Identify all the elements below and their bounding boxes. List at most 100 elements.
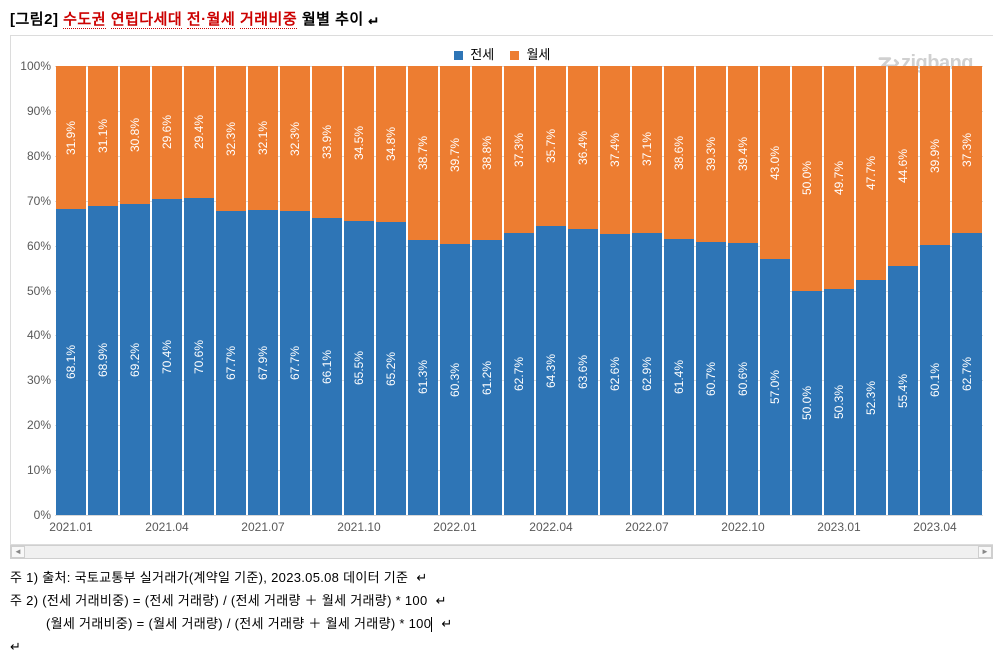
bar-segment-wolu: 37.3%: [504, 66, 534, 233]
bar-value-wolse: 39.4%: [736, 137, 750, 171]
bar-segment-jeonse: 69.2%: [120, 204, 150, 515]
bar-segment-wolu: 33.9%: [312, 66, 342, 218]
bar-value-jeonse: 67.7%: [224, 346, 238, 380]
bar-segment-wolu: 29.4%: [184, 66, 214, 198]
bar-segment-jeonse: 57.0%: [760, 259, 790, 515]
bar-value-wolse: 50.0%: [800, 161, 814, 195]
bar-segment-jeonse: 60.6%: [728, 243, 758, 515]
bar: 33.9% 66.1%: [311, 66, 343, 515]
bar-value-jeonse: 70.4%: [160, 340, 174, 374]
bar-value-jeonse: 70.6%: [192, 339, 206, 373]
x-tick-label: 2023.01: [817, 520, 860, 534]
bar-segment-jeonse: 65.2%: [376, 222, 406, 515]
legend-label-jeonse: 전세: [470, 47, 494, 62]
paragraph-mark-icon: ↵: [368, 12, 378, 29]
footnote-3: (월세 거래비중) = (월세 거래량) / (전세 거래량 ＋ 월세 거래량)…: [10, 613, 993, 636]
bar-value-jeonse: 60.1%: [928, 363, 942, 397]
gridline: [55, 515, 983, 516]
bar-value-wolse: 31.9%: [64, 121, 78, 155]
bar: 32.3% 67.7%: [279, 66, 311, 515]
horizontal-scrollbar[interactable]: ◄ ►: [10, 545, 993, 559]
scroll-right-button[interactable]: ►: [978, 546, 992, 558]
y-tick-label: 40%: [13, 328, 51, 342]
y-tick-label: 10%: [13, 463, 51, 477]
bar-value-jeonse: 57.0%: [768, 370, 782, 404]
bar-value-jeonse: 50.0%: [800, 386, 814, 420]
bar: 34.5% 65.5%: [343, 66, 375, 515]
footnote-1: 주 1) 출처: 국토교통부 실거래가(계약일 기준), 2023.05.08 …: [10, 567, 993, 590]
bar-segment-wolu: 38.8%: [472, 66, 502, 240]
legend-swatch-jeonse: [454, 51, 463, 60]
bar: 37.3% 62.7%: [503, 66, 535, 515]
bar-segment-wolu: 50.0%: [792, 66, 822, 291]
bar-value-jeonse: 61.4%: [672, 360, 686, 394]
bar-segment-wolu: 30.8%: [120, 66, 150, 204]
x-tick-label: 2021.01: [49, 520, 92, 534]
bar-segment-jeonse: 62.7%: [504, 233, 534, 515]
bar-value-jeonse: 62.7%: [512, 357, 526, 391]
bar-value-wolse: 36.4%: [576, 131, 590, 165]
bar-value-wolse: 44.6%: [896, 149, 910, 183]
bar-segment-wolu: 39.7%: [440, 66, 470, 244]
legend-item-wolse: 월세: [510, 44, 551, 63]
bar: 39.4% 60.6%: [727, 66, 759, 515]
footnote-2: 주 2) (전세 거래비중) = (전세 거래량) / (전세 거래량 ＋ 월세…: [10, 590, 993, 613]
bar-value-wolse: 30.8%: [128, 118, 142, 152]
bar-value-jeonse: 63.6%: [576, 355, 590, 389]
bar-value-wolse: 37.3%: [960, 133, 974, 167]
bar-value-jeonse: 67.7%: [288, 346, 302, 380]
bar: 37.3% 62.7%: [951, 66, 983, 515]
bar-segment-wolu: 37.4%: [600, 66, 630, 234]
bar-segment-wolu: 39.4%: [728, 66, 758, 243]
bar-value-jeonse: 66.1%: [320, 350, 334, 384]
title-word-4: 거래비중: [240, 11, 297, 29]
bar-segment-wolu: 31.1%: [88, 66, 118, 206]
bar-value-wolse: 32.3%: [288, 122, 302, 156]
bar-value-wolse: 35.7%: [544, 129, 558, 163]
bar-segment-wolu: 32.1%: [248, 66, 278, 210]
bar-value-wolse: 34.5%: [352, 126, 366, 160]
bar: 34.8% 65.2%: [375, 66, 407, 515]
paragraph-mark-icon: ↵: [408, 571, 427, 586]
bar: 38.6%61.4%: [663, 66, 695, 515]
bar-value-wolse: 32.3%: [224, 122, 238, 156]
bar-value-jeonse: 62.6%: [608, 357, 622, 391]
title-suffix: 월별 추이: [302, 11, 369, 28]
bar-value-wolse: 39.7%: [448, 138, 462, 172]
y-tick-label: 80%: [13, 149, 51, 163]
bar-value-jeonse: 60.7%: [704, 362, 718, 396]
bar-value-jeonse: 64.3%: [544, 354, 558, 388]
bar-segment-wolu: 37.3%: [952, 66, 982, 233]
x-tick-label: 2021.07: [241, 520, 284, 534]
bar-segment-jeonse: 52.3%: [856, 280, 886, 515]
bar-value-wolse: 49.7%: [832, 161, 846, 195]
bar-value-wolse: 31.1%: [96, 119, 110, 153]
scroll-left-button[interactable]: ◄: [11, 546, 25, 558]
bar-value-wolse: 38.8%: [480, 136, 494, 170]
bar-segment-wolu: 37.1%: [632, 66, 662, 233]
bar-segment-jeonse: 65.5%: [344, 221, 374, 515]
bar-value-jeonse: 68.1%: [64, 345, 78, 379]
bar: 38.7%61.3%: [407, 66, 439, 515]
bar-value-wolse: 37.1%: [640, 132, 654, 166]
bar-segment-jeonse: 60.3%: [440, 244, 470, 515]
x-axis-labels: 2021.012021.042021.072021.102022.012022.…: [55, 520, 983, 540]
bar-value-jeonse: 50.3%: [832, 385, 846, 419]
bar-value-jeonse: 55.4%: [896, 374, 910, 408]
bar-segment-wolu: 43.0%: [760, 66, 790, 259]
bar-segment-wolu: 35.7%: [536, 66, 566, 226]
bar: 29.6% 70.4%: [151, 66, 183, 515]
bar-segment-wolu: 29.6%: [152, 66, 182, 199]
bar-value-wolse: 33.9%: [320, 125, 334, 159]
bar: 31.9% 68.1%: [55, 66, 87, 515]
bar-value-jeonse: 65.2%: [384, 352, 398, 386]
bar: 47.7%52.3%: [855, 66, 887, 515]
paragraph-mark-icon: ↵: [433, 617, 452, 632]
y-tick-label: 60%: [13, 239, 51, 253]
bar-segment-wolu: 34.8%: [376, 66, 406, 222]
bar-value-jeonse: 52.3%: [864, 381, 878, 415]
plot-area: 0%10%20%30%40%50%60%70%80%90%100% 31.9%6…: [55, 66, 983, 516]
bar: 37.4% 62.6%: [599, 66, 631, 515]
bar-segment-jeonse: 62.7%: [952, 233, 982, 515]
bar: 39.9%60.1%: [919, 66, 951, 515]
